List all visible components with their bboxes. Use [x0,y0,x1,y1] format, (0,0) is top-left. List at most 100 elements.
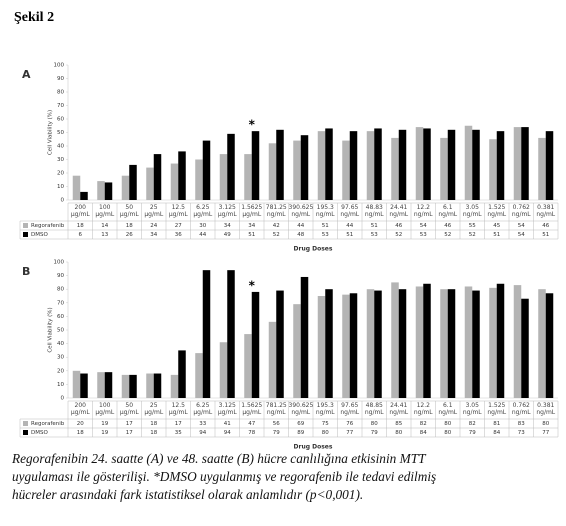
table-value: 75 [322,421,329,427]
bar [391,282,399,398]
x-tick-label: 3.05 ng/mL [462,402,482,416]
bar [244,334,252,398]
bar [391,137,399,200]
table-value: 94 [224,430,231,436]
table-value: 45 [493,223,500,229]
bar [538,289,546,398]
bar [521,127,529,200]
x-tick-label: 100 µg/mL [95,402,115,416]
bar [97,181,105,200]
bar [464,125,473,200]
x-tick-label: 97.65 ng/mL [340,402,360,416]
bar [398,289,407,398]
legend-label: DMSO [31,430,48,436]
y-tick-label: 70 [57,300,64,306]
bar [513,285,522,398]
bar [293,140,301,200]
table-value: 44 [199,232,206,238]
figure-title: Şekil 2 [14,10,54,25]
table-value: 82 [469,421,476,427]
table-value: 69 [297,421,304,427]
table-value: 51 [322,223,329,229]
legend-swatch [23,223,28,228]
x-tick-label: 200 µg/mL [70,402,90,416]
table-value: 27 [175,223,182,229]
table-value: 19 [101,421,108,427]
table-value: 83 [518,421,525,427]
bar [300,276,309,398]
bar [293,304,301,398]
bar [325,128,333,200]
table-value: 51 [248,232,255,238]
table-value: 47 [248,421,255,427]
table-value: 51 [542,232,549,238]
bar [219,342,228,398]
bar [398,129,407,200]
bar [472,129,480,200]
table-value: 80 [444,430,451,436]
x-tick-label: 25 µg/mL [144,204,164,218]
bar [104,372,113,398]
legend-label: DMSO [31,232,48,238]
table-value: 77 [542,430,549,436]
table-value: 53 [371,232,378,238]
table-value: 26 [126,232,133,238]
table-value: 46 [444,223,451,229]
table-value: 55 [469,223,476,229]
caption-line: uygulaması ile gösterilişi. *DMSO uygula… [12,469,437,484]
bar [374,290,382,398]
x-tick-label: 3.125 µg/mL [217,204,237,218]
x-tick-label: 6.1 ng/mL [438,204,458,218]
bar [178,350,186,398]
bar [268,143,277,200]
table-value: 18 [150,421,157,427]
y-tick-label: 10 [57,382,64,388]
bar [447,289,456,398]
bar [374,128,382,200]
y-tick-label: 0 [61,396,65,402]
bar [366,289,375,398]
x-tick-label: 25 µg/mL [144,402,164,416]
table-value: 33 [199,421,206,427]
bar [415,127,424,200]
x-tick-label: 3.05 ng/mL [462,204,482,218]
table-value: 18 [150,430,157,436]
x-tick-label: 1.525 ng/mL [487,402,507,416]
table-value: 35 [175,430,182,436]
bar [153,373,162,398]
bar [300,135,309,200]
bar [366,131,375,200]
panel-label: B [22,265,30,278]
table-value: 54 [518,232,525,238]
y-tick-label: 80 [57,287,64,293]
y-tick-label: 20 [57,368,64,374]
y-tick-label: 30 [57,157,64,163]
bar [97,372,105,398]
table-value: 13 [101,232,108,238]
y-tick-label: 80 [57,90,64,96]
x-tick-label: 0.381 ng/mL [536,204,556,218]
table-value: 52 [444,232,451,238]
bar [440,137,448,200]
table-value: 84 [420,430,427,436]
bar [121,374,130,398]
table-value: 84 [493,430,500,436]
table-value: 80 [395,430,402,436]
panel-label: A [22,68,31,81]
x-tick-label: 100 µg/mL [95,204,115,218]
table-value: 51 [371,223,378,229]
bar [447,129,456,200]
annotation: * [249,278,256,292]
x-tick-label: 12.5 µg/mL [168,402,188,416]
bar [195,159,203,200]
x-tick-label: 24.41 ng/mL [389,402,409,416]
bar [80,373,88,398]
table-value: 17 [175,421,182,427]
bar [146,167,154,200]
bar [195,353,203,398]
bar [423,128,431,200]
table-value: 73 [518,430,525,436]
x-tick-label: 0.762 ng/mL [511,204,531,218]
y-tick-label: 100 [54,63,65,69]
bar [268,321,277,398]
